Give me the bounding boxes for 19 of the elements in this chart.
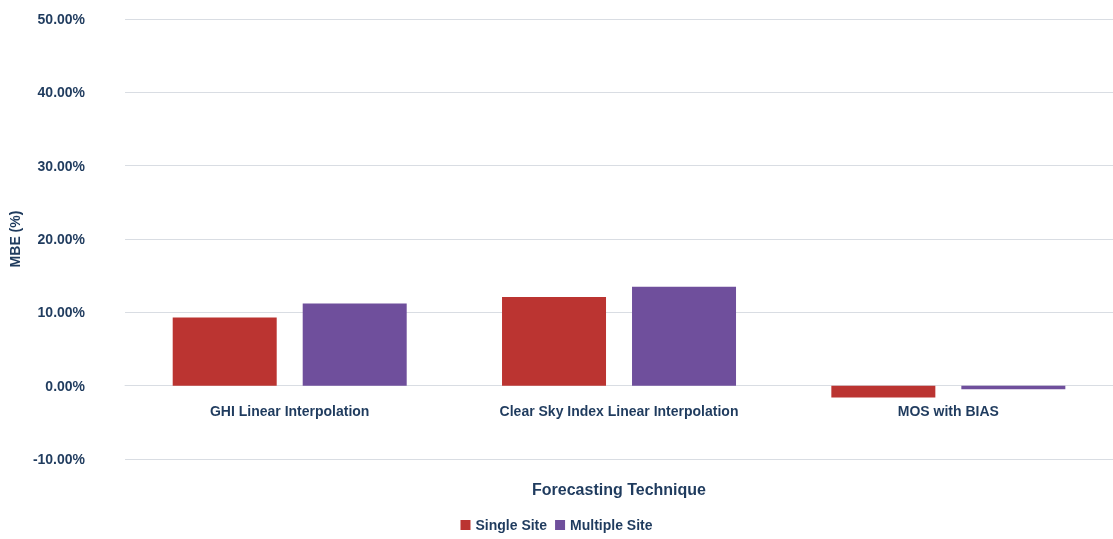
y-tick-label: 50.00% [37,11,86,27]
x-axis-title: Forecasting Technique [532,481,707,499]
y-tick-label: 10.00% [37,304,86,321]
y-tick-label: 20.00% [37,231,86,247]
y-tick-label: 0.00% [45,377,86,394]
x-tick-label: Clear Sky Index Linear Interpolation [499,402,739,419]
y-tick-label: 30.00% [37,157,86,174]
bar [502,296,607,386]
legend-label: Multiple Site [570,517,653,533]
y-axis-title: MBE (%) [7,210,23,268]
y-tick-label: -10.00% [32,451,86,467]
legend-label: Single Site [475,517,548,533]
x-tick-label: GHI Linear Interpolation [209,402,370,419]
bar [632,286,737,386]
y-tick-label: 40.00% [37,84,86,101]
x-tick-label: MOS with BIAS [897,402,999,419]
bar [831,385,936,398]
bar [302,303,407,386]
bar [172,317,277,386]
